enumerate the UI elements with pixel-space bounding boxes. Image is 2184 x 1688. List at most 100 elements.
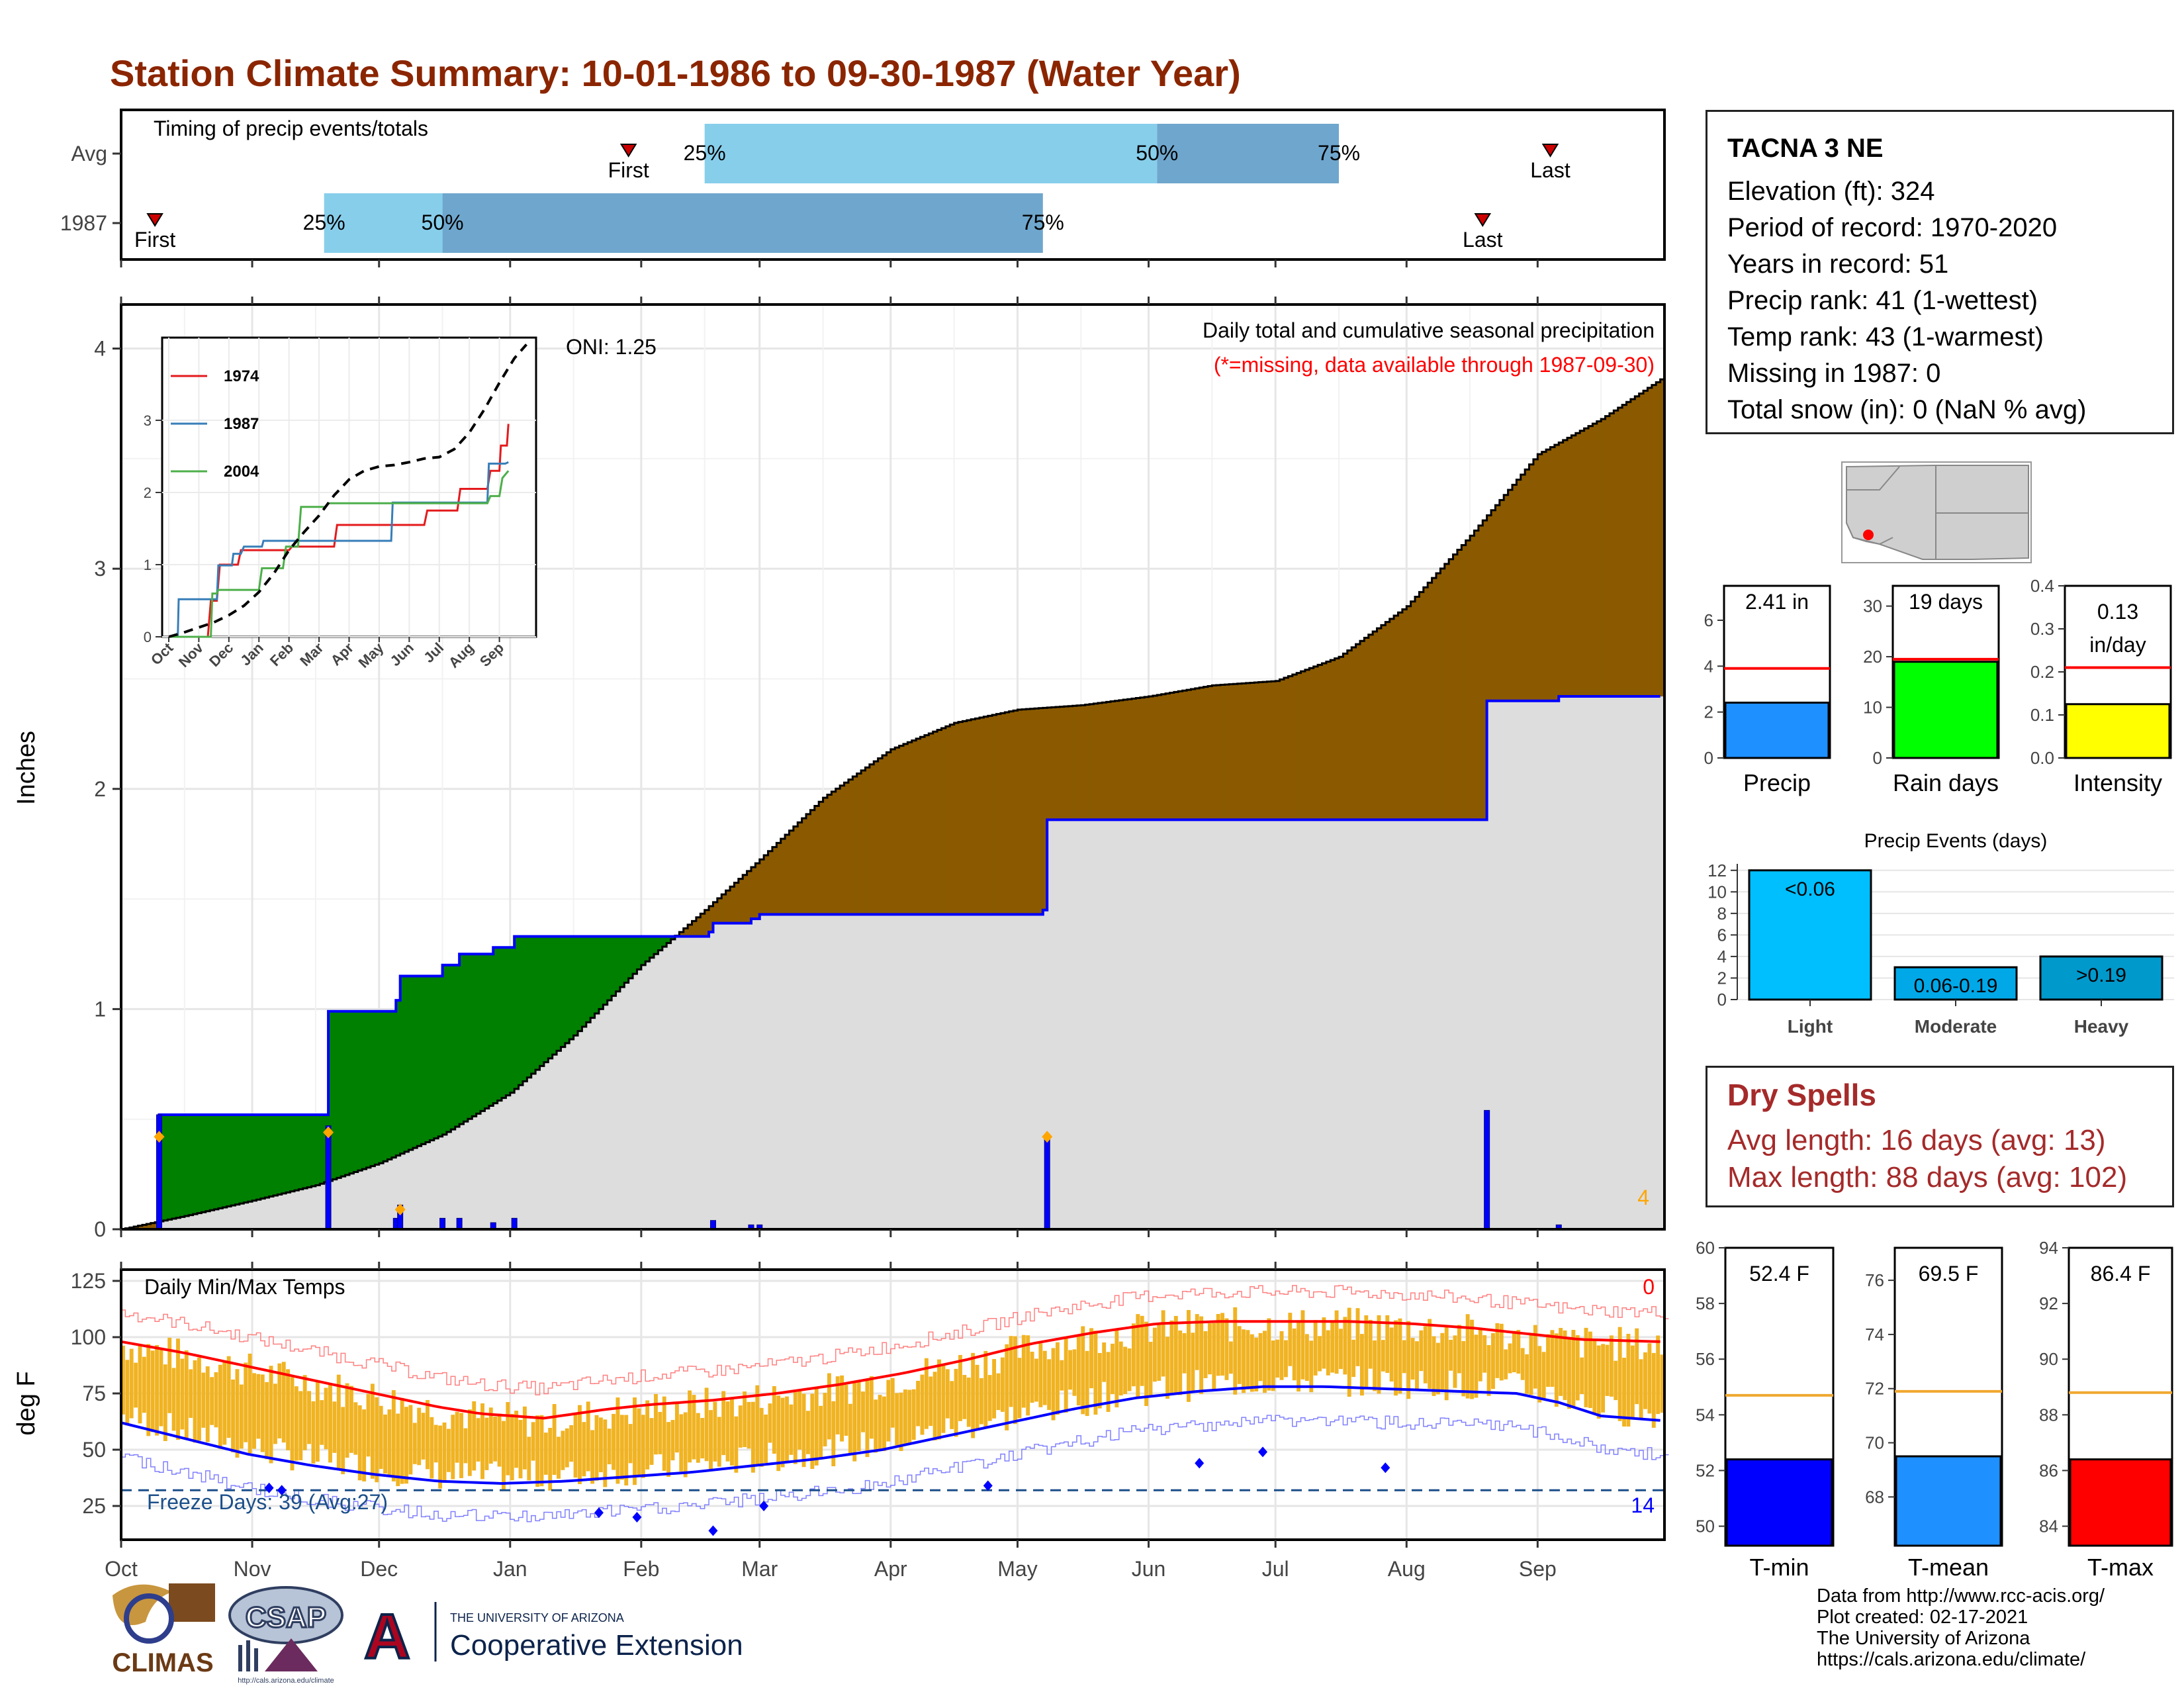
daily-temp-bar bbox=[366, 1393, 371, 1457]
deficit-area bbox=[759, 859, 764, 915]
deficit-area bbox=[1389, 618, 1394, 820]
deficit-area bbox=[1660, 379, 1665, 697]
record-low-line bbox=[121, 1415, 1669, 1523]
daily-temp-bar bbox=[1470, 1319, 1474, 1399]
daily-temp-bar bbox=[1300, 1310, 1305, 1380]
daily-temp-bar bbox=[1512, 1331, 1516, 1373]
precip-frame bbox=[120, 303, 1666, 1231]
deficit-area bbox=[1339, 657, 1344, 820]
deficit-area bbox=[1118, 700, 1124, 820]
daily-temp-bar bbox=[150, 1350, 155, 1432]
daily-temp-bar bbox=[370, 1383, 375, 1479]
deficit-area bbox=[996, 714, 1001, 915]
deficit-area bbox=[1115, 700, 1120, 820]
station-name: TACNA 3 NE bbox=[1727, 134, 1884, 163]
temp-summary-y-tick-label: 56 bbox=[1696, 1349, 1715, 1369]
summary-bar-label: Precip bbox=[1743, 769, 1811, 796]
summary-y-tick-label: 0.4 bbox=[2030, 576, 2054, 596]
surplus-area bbox=[430, 976, 435, 1141]
surplus-area bbox=[455, 964, 460, 1127]
station-temp-rank: Temp rank: 43 (1-warmest) bbox=[1727, 322, 2044, 352]
deficit-area bbox=[1377, 628, 1382, 820]
deficit-area bbox=[929, 733, 934, 915]
daily-temp-bar bbox=[874, 1399, 878, 1453]
deficit-area bbox=[1635, 396, 1640, 697]
daily-temp-bar bbox=[426, 1399, 430, 1470]
deficit-area bbox=[1402, 609, 1407, 820]
deficit-area bbox=[1275, 680, 1281, 820]
deficit-area bbox=[1347, 650, 1352, 820]
daily-temp-bar bbox=[459, 1413, 464, 1478]
deficit-area bbox=[738, 878, 743, 923]
daily-temp-bar bbox=[472, 1401, 477, 1471]
deficit-area bbox=[835, 788, 841, 915]
surplus-area bbox=[548, 936, 553, 1058]
deficit-area bbox=[1038, 708, 1044, 915]
deficit-area bbox=[1373, 631, 1378, 820]
deficit-area bbox=[789, 830, 794, 915]
daily-temp-bar bbox=[743, 1391, 747, 1448]
deficit-area bbox=[992, 715, 997, 915]
events-y-tick-label: 10 bbox=[1707, 882, 1727, 902]
record-low-marker bbox=[277, 1485, 287, 1496]
deficit-area bbox=[1292, 675, 1297, 820]
daily-temp-bar bbox=[430, 1417, 434, 1479]
surplus-area bbox=[383, 1011, 388, 1162]
temp-summary-bar bbox=[1725, 1458, 1833, 1547]
csap-wordmark: CSAP bbox=[246, 1601, 326, 1634]
daily-temp-bar bbox=[806, 1411, 810, 1454]
deficit-area bbox=[801, 818, 807, 915]
surplus-area bbox=[396, 1000, 401, 1156]
daily-temp-bar bbox=[1419, 1330, 1424, 1372]
surplus-area bbox=[171, 1115, 177, 1219]
events-y-tick-label: 0 bbox=[1717, 990, 1727, 1009]
events-bar-value: <0.06 bbox=[1785, 878, 1835, 900]
daily-temp-bar bbox=[624, 1415, 629, 1486]
month-label: Aug bbox=[1388, 1557, 1426, 1581]
daily-temp-bar bbox=[193, 1360, 197, 1443]
deficit-area bbox=[890, 749, 895, 915]
surplus-area bbox=[514, 936, 520, 1090]
daily-temp-bar bbox=[1635, 1328, 1639, 1405]
deficit-area bbox=[1021, 709, 1026, 915]
daily-temp-bar bbox=[324, 1387, 328, 1450]
daily-temp-bar bbox=[1559, 1328, 1563, 1396]
surplus-area bbox=[180, 1115, 185, 1217]
deficit-area bbox=[1614, 410, 1619, 697]
daily-temp-bar bbox=[1474, 1335, 1479, 1398]
station-precip-rank: Precip rank: 41 (1-wettest) bbox=[1727, 286, 2038, 315]
daily-temp-bar bbox=[1161, 1310, 1165, 1377]
daily-temp-bar bbox=[730, 1397, 734, 1466]
daily-temp-bar bbox=[1093, 1331, 1098, 1415]
surplus-area bbox=[311, 1115, 316, 1187]
month-label: Jan bbox=[493, 1557, 527, 1581]
deficit-area bbox=[1169, 692, 1175, 820]
climas-emblem-block bbox=[169, 1583, 215, 1622]
daily-temp-bar bbox=[1377, 1315, 1381, 1394]
record-low-marker bbox=[759, 1501, 769, 1511]
daily-temp-bar bbox=[226, 1356, 231, 1438]
temp-panel-title: Daily Min/Max Temps bbox=[144, 1275, 345, 1299]
daily-temp-bar bbox=[222, 1360, 227, 1445]
surplus-area bbox=[421, 976, 426, 1145]
daily-temp-bar bbox=[1169, 1320, 1174, 1395]
daily-temp-bar bbox=[1047, 1359, 1052, 1410]
daily-temp-bar bbox=[1051, 1348, 1056, 1421]
deficit-area bbox=[1432, 578, 1437, 820]
surplus-area bbox=[628, 936, 633, 978]
daily-temp-bar bbox=[557, 1436, 561, 1479]
inset-y-tick-label: 1 bbox=[144, 557, 152, 573]
deficit-area bbox=[704, 910, 709, 937]
temp-summary-y-tick-label: 92 bbox=[2039, 1293, 2058, 1313]
daily-temp-bar bbox=[966, 1378, 971, 1427]
daily-temp-bar bbox=[865, 1380, 870, 1458]
daily-temp-bar bbox=[1588, 1331, 1592, 1409]
deficit-area bbox=[1415, 596, 1420, 820]
surplus-area bbox=[557, 936, 562, 1051]
temp-summary-y-tick-label: 70 bbox=[1865, 1433, 1884, 1453]
deficit-area bbox=[903, 743, 908, 915]
surplus-area bbox=[476, 954, 481, 1114]
climas-logo: CLIMAS bbox=[112, 1583, 215, 1677]
surplus-area bbox=[641, 936, 646, 965]
surplus-area bbox=[586, 936, 591, 1023]
